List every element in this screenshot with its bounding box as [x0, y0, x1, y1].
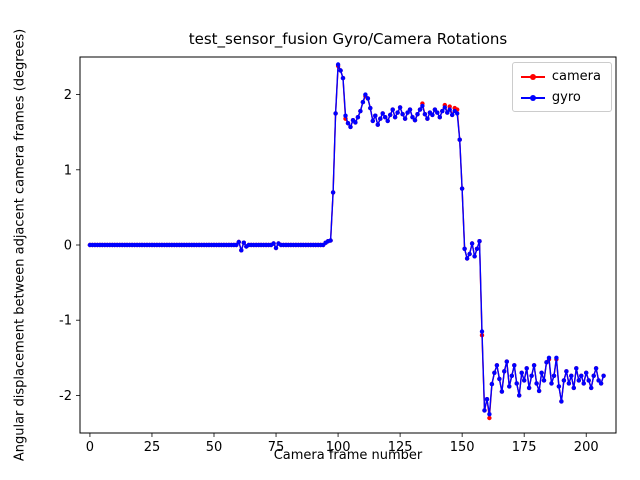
svg-text:2: 2 — [64, 88, 72, 103]
gyro-line-marker-icon — [520, 93, 545, 103]
chart-title: test_sensor_fusion Gyro/Camera Rotations — [188, 30, 508, 48]
svg-text:-1: -1 — [59, 314, 72, 329]
x-axis-label: Camera frame number — [273, 448, 423, 463]
svg-text:0: 0 — [86, 440, 94, 455]
y-axis-label: Angular displacement between adjacent ca… — [12, 28, 28, 462]
svg-text:25: 25 — [144, 440, 161, 455]
svg-text:200: 200 — [574, 440, 599, 455]
svg-text:100: 100 — [326, 440, 351, 455]
svg-text:75: 75 — [268, 440, 285, 455]
legend-label-camera: camera — [551, 69, 601, 84]
camera-line-marker-icon — [520, 72, 545, 82]
svg-text:50: 50 — [206, 440, 223, 455]
svg-text:175: 175 — [512, 440, 537, 455]
legend-entry-camera: camera — [520, 69, 601, 84]
svg-text:150: 150 — [450, 440, 475, 455]
legend-entry-gyro: gyro — [520, 90, 601, 105]
svg-text:-2: -2 — [59, 389, 72, 404]
svg-text:1: 1 — [64, 163, 72, 178]
legend: camera gyro — [511, 62, 612, 112]
svg-text:125: 125 — [388, 440, 413, 455]
svg-text:0: 0 — [64, 239, 72, 254]
legend-label-gyro: gyro — [551, 90, 581, 105]
